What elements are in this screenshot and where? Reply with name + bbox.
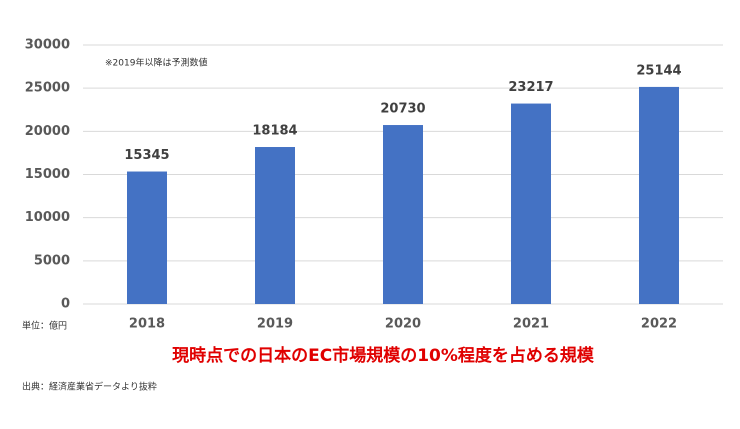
source: 出典：経済産業省データより抜粋: [22, 381, 157, 393]
x-tick-label: 2020: [385, 317, 421, 332]
data-label: 15345: [124, 148, 169, 163]
x-tick-label: 2022: [641, 317, 677, 332]
y-tick-label: 0: [61, 297, 70, 312]
data-label: 25144: [636, 63, 681, 78]
bar: [383, 125, 423, 304]
y-tick-label: 15000: [25, 167, 70, 182]
caption: 現時点での日本のEC市場規模の10%程度を占める規模: [172, 345, 595, 366]
unit-label: 単位：億円: [22, 320, 67, 332]
note: ※2019年以降は予測数値: [105, 57, 207, 69]
data-label: 23217: [508, 80, 553, 95]
y-tick-label: 5000: [34, 253, 70, 268]
bar: [511, 103, 551, 304]
bar: [255, 147, 295, 304]
y-tick-label: 30000: [25, 38, 70, 53]
y-tick-label: 20000: [25, 124, 70, 139]
x-tick-label: 2018: [129, 317, 165, 332]
data-label: 18184: [252, 124, 297, 139]
bar: [127, 171, 167, 304]
x-tick-label: 2019: [257, 317, 293, 332]
data-label: 20730: [380, 102, 425, 117]
y-tick-label: 10000: [25, 210, 70, 225]
x-tick-label: 2021: [513, 317, 549, 332]
y-tick-label: 25000: [25, 81, 70, 96]
bar: [639, 86, 679, 305]
